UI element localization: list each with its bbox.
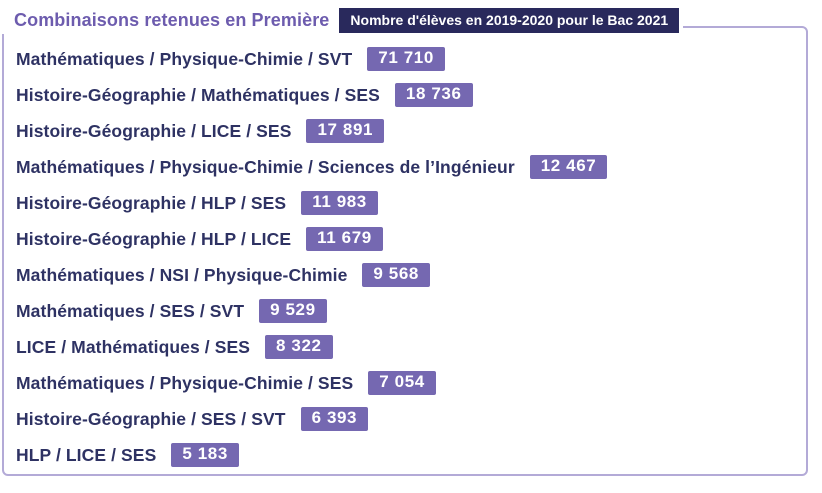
value-badge: 9 568 bbox=[362, 263, 430, 287]
list-item: Histoire-Géographie / LICE / SES 17 891 bbox=[16, 113, 806, 149]
chart-header: Combinaisons retenues en Première Nombre… bbox=[0, 6, 684, 34]
value-badge: 12 467 bbox=[529, 155, 608, 179]
combination-label: Mathématiques / Physique-Chimie / SES bbox=[16, 372, 354, 393]
combination-label: Histoire-Géographie / SES / SVT bbox=[16, 408, 286, 429]
value-badge: 18 736 bbox=[394, 83, 473, 107]
value-badge: 8 322 bbox=[265, 335, 333, 359]
subtitle-badge: Nombre d'élèves en 2019-2020 pour le Bac… bbox=[339, 7, 680, 33]
list-item: Mathématiques / SES / SVT 9 529 bbox=[16, 293, 806, 329]
value-badge: 6 393 bbox=[300, 407, 369, 431]
combination-label: HLP / LICE / SES bbox=[16, 444, 157, 465]
list-item: Mathématiques / Physique-Chimie / SVT 71… bbox=[16, 41, 806, 77]
value-badge: 11 983 bbox=[301, 191, 378, 215]
value-badge: 5 183 bbox=[171, 443, 239, 467]
list-item: Histoire-Géographie / HLP / SES 11 983 bbox=[16, 185, 806, 221]
value-badge: 71 710 bbox=[367, 47, 445, 71]
list-item: HLP / LICE / SES 5 183 bbox=[16, 437, 806, 473]
chart-frame: Mathématiques / Physique-Chimie / SVT 71… bbox=[2, 26, 808, 476]
value-badge: 11 679 bbox=[306, 227, 383, 251]
value-badge: 17 891 bbox=[306, 119, 385, 143]
combination-list: Mathématiques / Physique-Chimie / SVT 71… bbox=[16, 41, 806, 473]
combination-label: Histoire-Géographie / HLP / SES bbox=[16, 192, 287, 213]
page-title: Combinaisons retenues en Première bbox=[14, 9, 330, 30]
combination-label: Mathématiques / Physique-Chimie / SVT bbox=[16, 48, 353, 69]
list-item: Mathématiques / Physique-Chimie / SES 7 … bbox=[16, 365, 806, 401]
list-item: Mathématiques / Physique-Chimie / Scienc… bbox=[16, 149, 806, 185]
list-item: Histoire-Géographie / Mathématiques / SE… bbox=[16, 77, 806, 113]
list-item: Histoire-Géographie / SES / SVT 6 393 bbox=[16, 401, 806, 437]
combination-label: Histoire-Géographie / HLP / LICE bbox=[16, 228, 292, 249]
combination-label: Mathématiques / NSI / Physique-Chimie bbox=[16, 264, 348, 285]
combination-label: LICE / Mathématiques / SES bbox=[16, 336, 251, 357]
combination-label: Mathématiques / Physique-Chimie / Scienc… bbox=[16, 156, 515, 177]
combination-label: Histoire-Géographie / LICE / SES bbox=[16, 120, 292, 141]
list-item: Mathématiques / NSI / Physique-Chimie 9 … bbox=[16, 257, 806, 293]
value-badge: 7 054 bbox=[368, 371, 436, 395]
value-badge: 9 529 bbox=[259, 299, 327, 323]
combination-label: Histoire-Géographie / Mathématiques / SE… bbox=[16, 84, 380, 105]
list-item: Histoire-Géographie / HLP / LICE 11 679 bbox=[16, 221, 806, 257]
list-item: LICE / Mathématiques / SES 8 322 bbox=[16, 329, 806, 365]
combination-label: Mathématiques / SES / SVT bbox=[16, 300, 245, 321]
